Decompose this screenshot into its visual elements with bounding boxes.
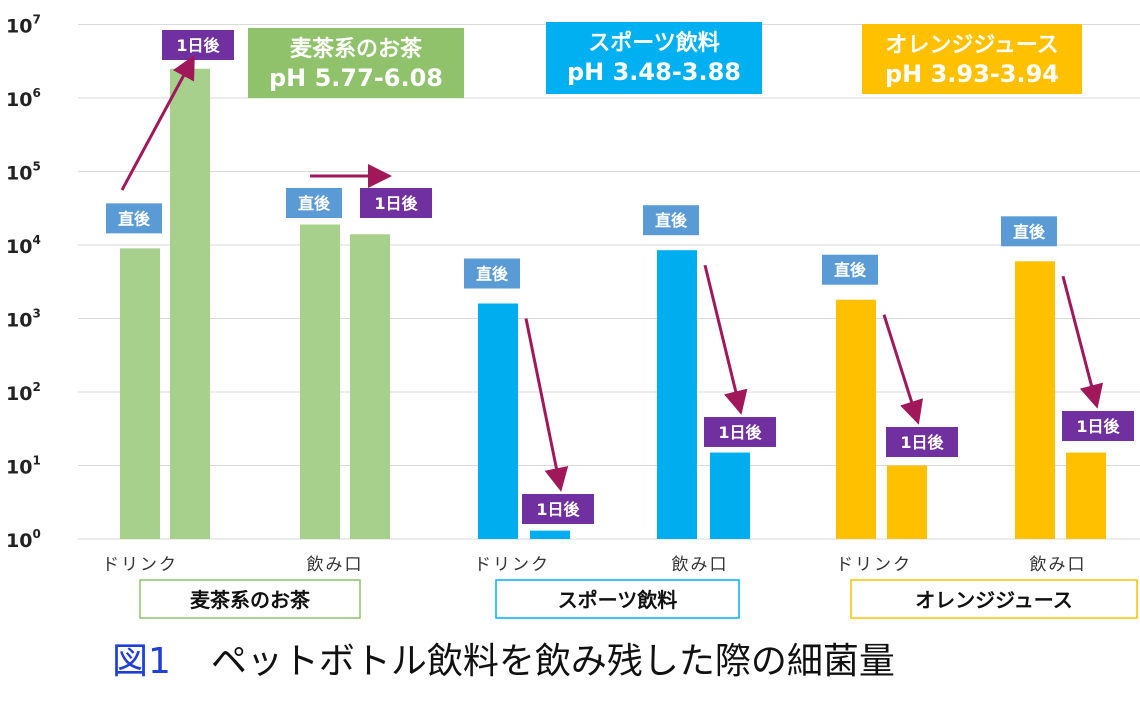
label-after-text: 1日後 [718,423,762,442]
ph-box-value: pH 5.77-6.08 [269,64,443,92]
label-before-box [286,188,342,218]
label-after-text: 1日後 [536,500,580,519]
label-before-box [822,254,878,285]
ph-box [546,22,762,94]
y-tick-label: 104 [6,233,41,258]
label-before-box [106,203,162,234]
label-before-text: 直後 [118,209,151,228]
group-name-label: 麦茶系のお茶 [190,588,311,612]
change-arrow [703,264,748,415]
label-before-box [1001,216,1057,247]
label-before-box [464,258,520,289]
bar [836,299,876,539]
label-before-text: 直後 [834,261,867,280]
figure-title: ペットボトル飲料を飲み残した際の細菌量 [210,641,895,682]
label-after-box [522,494,594,524]
group-name-label: オレンジジュース [915,588,1073,612]
group-name-box [495,579,740,619]
label-before-text: 直後 [655,211,688,230]
figure-caption: 図1 ペットボトル飲料を飲み残した際の細菌量 [112,632,895,684]
ph-box-value: pH 3.93-3.94 [885,60,1059,88]
change-arrow [120,54,195,191]
y-tick-label: 101 [6,454,41,479]
subgroup-label: 飲み口 [1030,555,1087,575]
ph-box-title: スポーツ飲料 [588,30,720,56]
subgroup-label: ドリンク [102,555,178,575]
subgroup-label: ドリンク [474,555,550,575]
ph-box-value: pH 3.48-3.88 [567,58,741,86]
bar [120,248,160,540]
bar [1015,261,1055,539]
bar [478,303,518,539]
label-after-box [886,427,958,457]
group-name-box [139,579,361,619]
change-arrow [524,318,569,492]
subgroup-label: 飲み口 [672,555,729,575]
label-after-text: 1日後 [900,433,944,452]
ph-box [862,24,1082,94]
bar [530,530,570,539]
label-before-box [643,205,699,236]
ph-box-title: 麦茶系のお茶 [290,36,423,62]
bar [657,250,697,539]
label-before-text: 直後 [476,264,509,283]
bar [170,68,210,540]
label-after-text: 1日後 [176,36,220,55]
group-name-box [850,579,1138,619]
y-tick-label: 105 [6,160,41,185]
y-tick-label: 102 [6,380,41,405]
bar [710,452,750,539]
change-arrow [882,314,924,425]
y-tick-label: 106 [6,86,41,111]
label-after-box [704,417,776,447]
group-name-label: スポーツ飲料 [558,588,678,612]
label-after-text: 1日後 [1076,417,1120,436]
label-after-box [360,188,432,218]
ph-box [248,28,464,98]
bar [887,465,927,539]
bar [300,224,340,540]
label-before-text: 直後 [298,194,331,213]
change-arrow [1061,275,1104,409]
y-tick-label: 103 [6,307,41,332]
label-after-text: 1日後 [374,194,418,213]
bar [350,234,390,539]
y-tick-label: 100 [6,527,41,552]
label-after-box [1062,411,1134,441]
ph-box-title: オレンジジュース [885,33,1058,58]
label-before-text: 直後 [1013,222,1046,241]
subgroup-label: ドリンク [836,555,912,575]
y-tick-label: 107 [6,13,41,38]
bar [1066,452,1106,539]
figure-number: 図1 [112,641,171,682]
subgroup-label: 飲み口 [307,555,364,575]
